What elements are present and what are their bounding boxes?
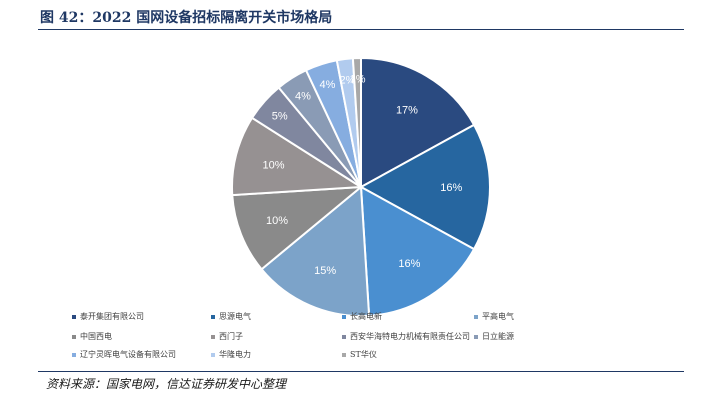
legend-item-3: 长高电新 xyxy=(342,312,382,322)
legend-swatch xyxy=(72,335,76,339)
slice-label-6: 10% xyxy=(263,160,285,172)
slice-label-5: 10% xyxy=(266,215,288,227)
legend-swatch xyxy=(72,315,76,319)
title-bar: 图 42：2022 国网设备招标隔离开关市场格局 xyxy=(38,3,684,30)
pie-slice-11 xyxy=(351,56,362,188)
legend-swatch xyxy=(72,353,76,357)
legend-item-9: 辽宁灵晖电气设备有限公司 xyxy=(72,350,176,360)
legend-item-10: 华隆电力 xyxy=(211,350,251,360)
legend-label: 西门子 xyxy=(219,332,243,341)
slice-label-9: 4% xyxy=(320,79,336,91)
legend-label: 思源电气 xyxy=(219,312,251,321)
slice-label-10: 2% xyxy=(339,74,355,86)
legend-item-2: 思源电气 xyxy=(211,312,251,322)
legend-swatch xyxy=(342,353,346,357)
legend-item-5: 中国西电 xyxy=(72,332,112,342)
pie-slice-3 xyxy=(359,185,476,317)
legend-item-1: 泰开集团有限公司 xyxy=(72,312,144,322)
pie-slice-4 xyxy=(260,184,371,317)
legend-label: 泰开集团有限公司 xyxy=(80,312,144,321)
legend-label: ST华仪 xyxy=(350,350,377,359)
slice-label-2: 16% xyxy=(440,182,462,194)
slice-label-4: 15% xyxy=(314,265,336,277)
legend-item-11: ST华仪 xyxy=(342,350,377,360)
legend-item-6: 西门子 xyxy=(211,332,243,342)
slice-label-7: 5% xyxy=(272,110,288,122)
legend-item-4: 平高电气 xyxy=(474,312,514,322)
legend-swatch xyxy=(474,335,478,339)
legend-label: 西安华海特电力机械有限责任公司 xyxy=(350,332,470,341)
legend-swatch xyxy=(342,315,346,319)
slice-label-3: 16% xyxy=(398,258,420,270)
pie-slice-6 xyxy=(231,116,365,197)
source-bar: 资料来源：国家电网，信达证券研发中心整理 xyxy=(38,371,684,394)
legend-label: 华隆电力 xyxy=(219,350,251,359)
legend-item-8: 日立能源 xyxy=(474,332,514,342)
pie-slice-2 xyxy=(358,123,491,251)
figure-title: 图 42：2022 国网设备招标隔离开关市场格局 xyxy=(40,10,333,26)
legend-label: 日立能源 xyxy=(482,332,514,341)
slice-label-1: 17% xyxy=(396,104,418,116)
legend-item-7: 西安华海特电力机械有限责任公司 xyxy=(342,332,470,342)
legend-swatch xyxy=(211,315,215,319)
legend-swatch xyxy=(211,353,215,357)
legend-swatch xyxy=(342,335,346,339)
legend-swatch xyxy=(211,335,215,339)
legend-label: 平高电气 xyxy=(482,312,514,321)
legend-swatch xyxy=(474,315,478,319)
slice-label-8: 4% xyxy=(295,91,311,103)
legend-label: 长高电新 xyxy=(350,312,382,321)
legend-label: 中国西电 xyxy=(80,332,112,341)
pie-slice-1 xyxy=(360,56,476,189)
slice-label-11: 1% xyxy=(350,74,366,86)
legend-label: 辽宁灵晖电气设备有限公司 xyxy=(80,350,176,359)
pie-slice-5 xyxy=(231,185,365,271)
source-note: 资料来源：国家电网，信达证券研发中心整理 xyxy=(46,377,287,391)
